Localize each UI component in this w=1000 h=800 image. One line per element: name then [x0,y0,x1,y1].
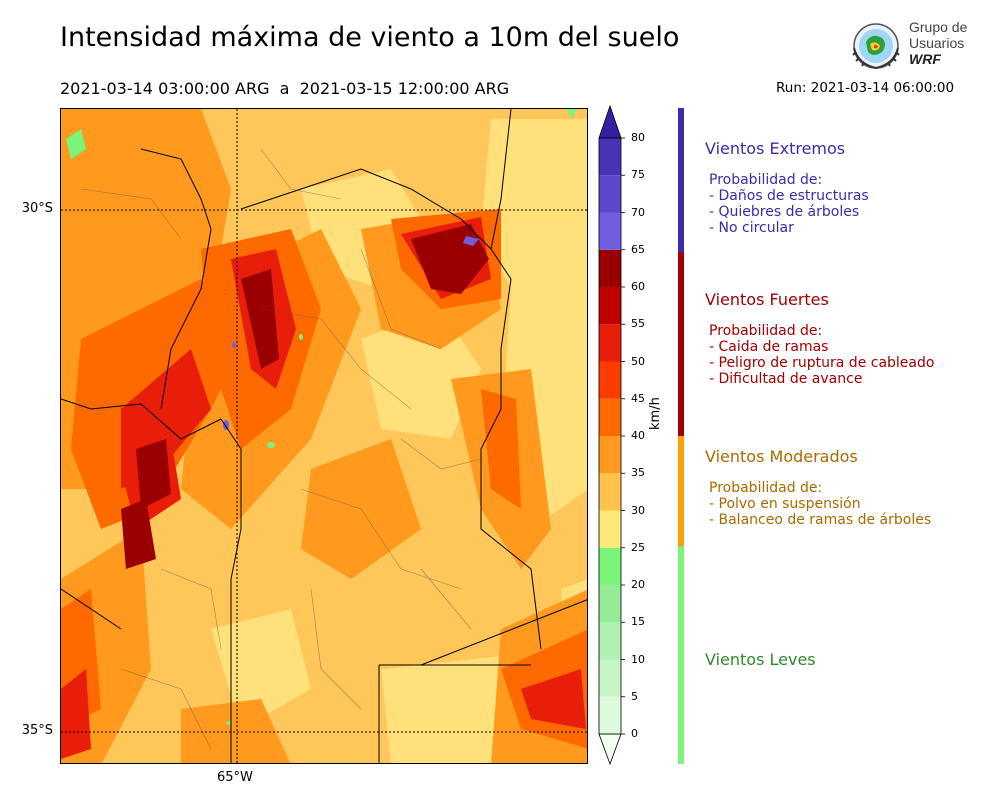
colorbar-tick-label: 35 [631,466,645,480]
lat-label-35s: 35°S [21,723,53,738]
logo-text-line2: Usuarios [909,35,965,51]
colorbar-tick-label: 15 [631,615,645,629]
logo-text-line1: Grupo de [909,19,968,35]
colorbar-segment [599,622,621,660]
province-borders [61,109,587,763]
category-strong-desc: Probabilidad de: - Caida de ramas - Peli… [709,323,935,387]
colorbar-tick-label: 70 [631,205,645,219]
colorbar-tick-label: 10 [631,652,645,666]
colorbar-tick-label: 25 [631,540,645,554]
strip-light [678,546,684,764]
colorbar-segment [599,361,621,399]
graticule [61,109,587,763]
colorbar-under-triangle [598,733,622,766]
category-moderate-title: Vientos Moderados [705,447,858,466]
colorbar-segment [599,398,621,436]
wrf-logo: Grupo de Usuarios WRF [848,16,973,76]
colorbar-segment [599,473,621,511]
colorbar-segment [599,287,621,325]
colorbar-over-triangle [598,104,622,139]
colorbar-tick-label: 30 [631,503,645,517]
colorbar-tick-label: 55 [631,317,645,331]
colorbar-tick-label: 50 [631,354,645,368]
colorbar-unit: km/h [648,397,663,430]
colorbar-segment [599,249,621,287]
colorbar-segment [599,696,621,734]
category-extreme-title: Vientos Extremos [705,139,846,158]
colorbar [594,104,664,770]
colorbar-segment [599,212,621,250]
colorbar-segment [599,324,621,362]
colorbar-segment [599,585,621,623]
wind-field [61,109,587,763]
dark-red-wind-cores [121,224,489,569]
strip-moderate [678,436,684,546]
colorbar-tick-label: 60 [631,280,645,293]
colorbar-tick-label: 80 [631,131,645,144]
colorbar-tick-label: 65 [631,242,645,256]
run-label: Run: 2021-03-14 06:00:00 [776,80,955,96]
colorbar-scale [598,104,625,766]
category-strong-title: Vientos Fuertes [705,290,829,309]
period-subtitle: 2021-03-14 03:00:00 ARG a 2021-03-15 12:… [60,79,510,98]
colorbar-tick-label: 20 [631,578,645,591]
lat-label-30s: 30°S [21,201,53,216]
colorbar-segment [599,659,621,697]
colorbar-segment [599,547,621,585]
wind-map [60,108,588,764]
colorbar-tick-label: 0 [631,727,638,740]
colorbar-segment [599,510,621,548]
map-title: Intensidad máxima de viento a 10m del su… [60,22,680,53]
colorbar-tick-label: 5 [631,689,638,703]
colorbar-segment [599,436,621,474]
colorbar-tick-label: 45 [631,391,645,405]
extreme-wind-spots [223,236,479,430]
lon-label-65w: 65°W [217,770,253,785]
colorbar-tick-label: 40 [631,429,645,442]
low-wind-spots [66,109,576,725]
colorbar-segment [599,138,621,176]
colorbar-segment [599,175,621,213]
category-light-title: Vientos Leves [705,650,816,669]
category-extreme-desc: Probabilidad de: - Daños de estructuras … [709,172,869,236]
strip-strong [678,252,684,436]
strip-extreme [678,108,684,252]
category-moderate-desc: Probabilidad de: - Polvo en suspensión -… [709,480,932,528]
department-borders [80,148,482,750]
colorbar-tick-label: 75 [631,168,645,182]
globe-logo-icon [852,23,900,70]
logo-text-line3: WRF [909,51,941,67]
